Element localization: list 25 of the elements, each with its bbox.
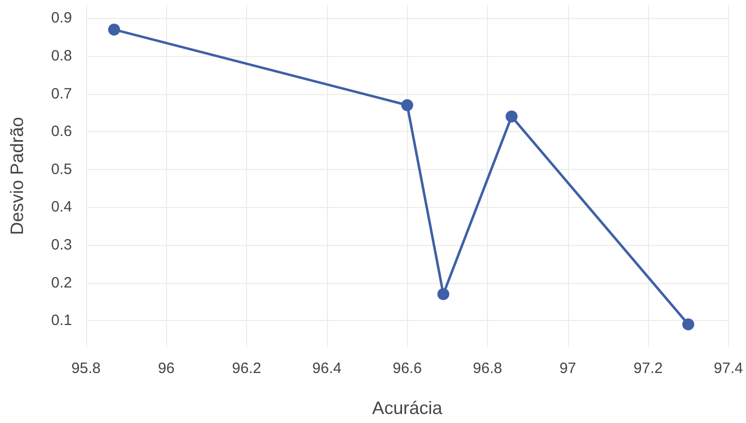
x-tick-label: 96.4 bbox=[312, 360, 342, 377]
point bbox=[437, 288, 450, 300]
x-axis-title: Acurácia bbox=[372, 398, 444, 418]
y-tick-label: 0.3 bbox=[51, 236, 72, 254]
y-tick-label: 0.6 bbox=[51, 123, 72, 140]
y-tick-label: 0.9 bbox=[51, 10, 72, 27]
x-tick-label: 96 bbox=[158, 360, 175, 377]
point bbox=[506, 110, 518, 122]
y-tick-label: 0.7 bbox=[51, 85, 72, 102]
x-tick-label: 96.2 bbox=[232, 360, 262, 377]
x-tick-label: 96.8 bbox=[472, 360, 502, 377]
y-tick-label: 0.4 bbox=[51, 198, 72, 216]
point bbox=[682, 318, 694, 330]
x-tick-label: 95.8 bbox=[71, 360, 101, 377]
point bbox=[108, 24, 120, 36]
y-tick-label: 0.1 bbox=[51, 312, 72, 330]
y-tick-label: 0.8 bbox=[51, 48, 72, 65]
y-tick-label: 0.5 bbox=[51, 160, 72, 178]
x-tick-label: 97.2 bbox=[634, 360, 663, 377]
point bbox=[401, 99, 414, 112]
x-tick-label: 97.4 bbox=[714, 360, 744, 377]
x-tick-label: 97 bbox=[559, 360, 576, 377]
x-tick-label: 96.6 bbox=[392, 360, 422, 377]
y-axis-title: Desvio Padrão bbox=[7, 116, 27, 236]
y-tick-label: 0.2 bbox=[51, 274, 72, 292]
